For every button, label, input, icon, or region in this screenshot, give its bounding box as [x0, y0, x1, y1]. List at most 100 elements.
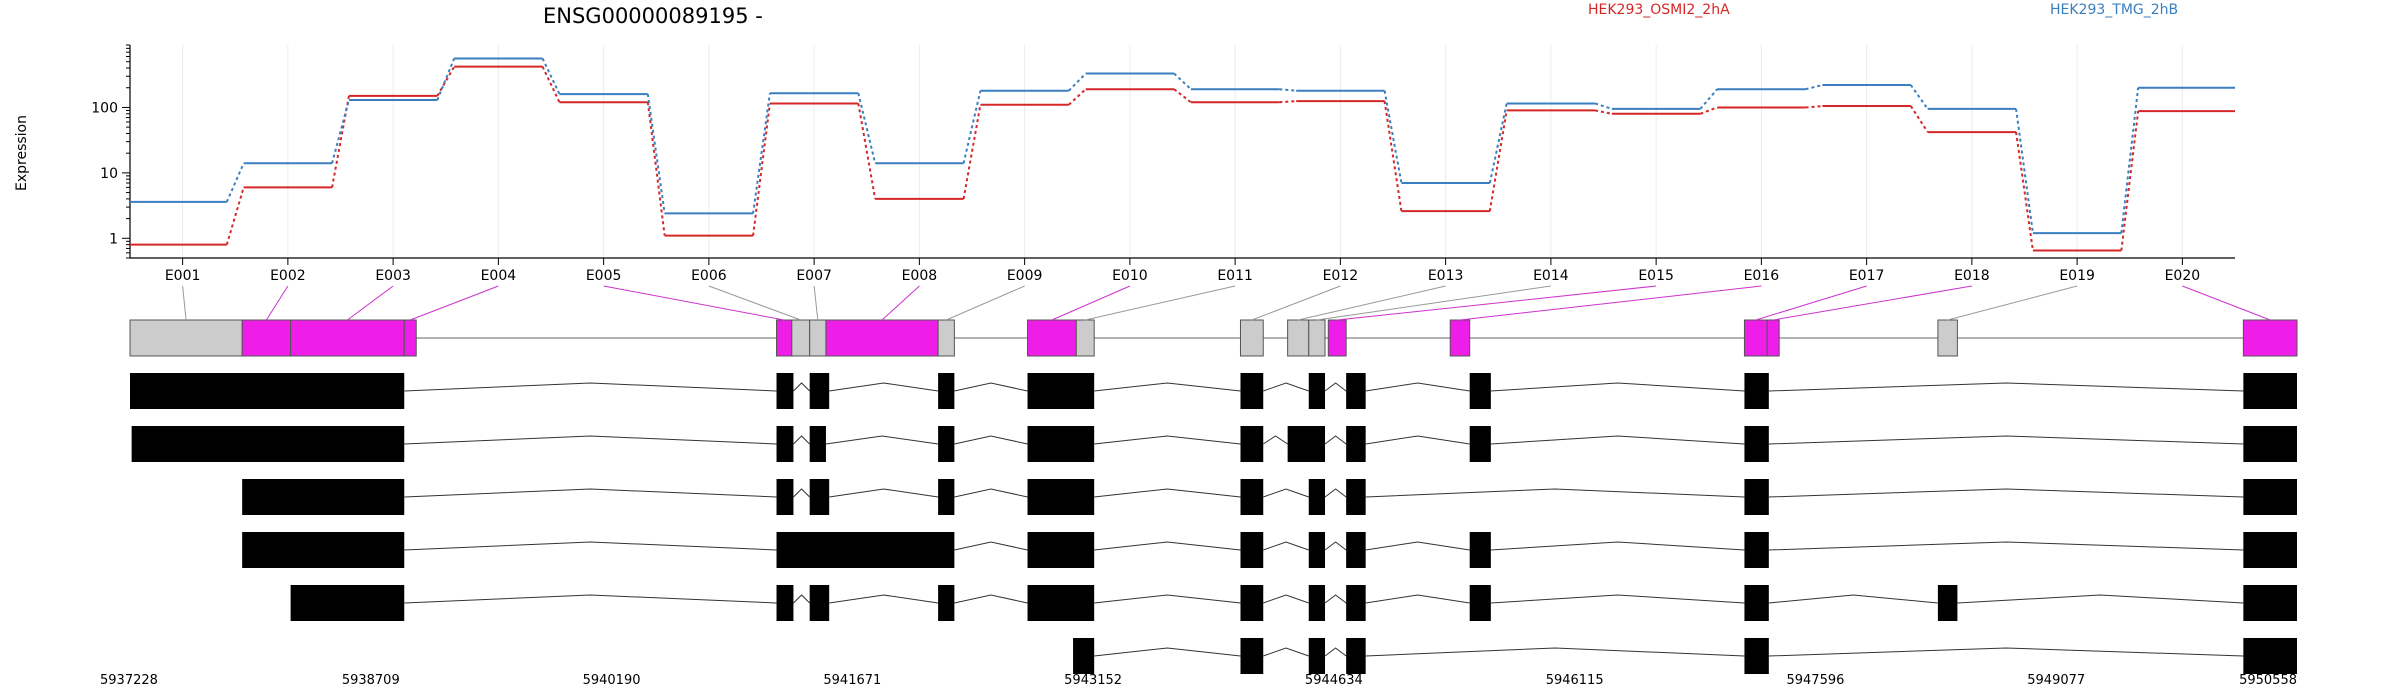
- exon-box: [1743, 319, 1768, 357]
- exon-connector: [813, 285, 819, 321]
- transcript-exon: [1744, 426, 1769, 462]
- intron-link: [404, 541, 777, 551]
- intron-link: [1490, 435, 1745, 445]
- intron-link: [1263, 594, 1309, 604]
- transcript-exon: [2243, 373, 2297, 409]
- transcript-exon: [1469, 373, 1491, 409]
- transcript-exon: [809, 479, 830, 515]
- exon-box: [1766, 319, 1780, 357]
- intron-link: [404, 594, 777, 604]
- exon-connector: [1773, 285, 1972, 321]
- transcript-exon: [1346, 373, 1366, 409]
- transcript-exon: [2243, 532, 2297, 568]
- series-connector: [646, 102, 666, 236]
- transcript-exon: [1027, 479, 1095, 515]
- intron-link: [1365, 382, 1470, 392]
- intron-link: [1094, 488, 1241, 498]
- transcript-exon: [938, 585, 955, 621]
- intron-link: [1490, 594, 1745, 604]
- transcript-1: [130, 373, 2297, 409]
- x-tick-label: E005: [586, 268, 622, 284]
- series-connector: [857, 103, 877, 200]
- intron-link: [1768, 488, 2244, 498]
- series-connector: [752, 93, 771, 214]
- transcript-exon: [938, 479, 955, 515]
- series-connector: [1805, 105, 1823, 109]
- intron-link: [793, 435, 811, 445]
- intron-link: [954, 488, 1028, 498]
- x-tick-label: E010: [1112, 268, 1148, 284]
- transcript-exon: [1937, 585, 1958, 621]
- exon-connector: [347, 285, 394, 321]
- genomic-coordinate-label: 5946115: [1546, 673, 1604, 688]
- genomic-coordinate-label: 5943152: [1064, 673, 1122, 688]
- transcript-exon: [776, 426, 794, 462]
- series-connector: [436, 58, 456, 101]
- series-connector: [331, 99, 350, 164]
- x-tick-label: E007: [796, 268, 832, 284]
- genomic-coordinate-label: 5938709: [342, 673, 400, 688]
- x-tick-label: E014: [1533, 268, 1569, 284]
- transcript-exon: [1308, 532, 1326, 568]
- intron-link: [1094, 647, 1241, 657]
- exon-connector: [708, 285, 801, 321]
- x-tick-label: E012: [1323, 268, 1359, 284]
- intron-link: [829, 594, 939, 604]
- genomic-coordinate-label: 5947596: [1786, 673, 1844, 688]
- x-tick-label: E013: [1428, 268, 1464, 284]
- exon-connector: [1947, 285, 2078, 321]
- exon-box: [1287, 319, 1310, 357]
- intron-link: [1262, 435, 1288, 445]
- transcript-exon: [1346, 479, 1366, 515]
- series-connector: [1383, 90, 1403, 184]
- intron-link: [793, 488, 811, 498]
- intron-link: [793, 382, 811, 392]
- intron-link: [1490, 382, 1745, 392]
- series-connector: [225, 187, 245, 245]
- intron-link: [1094, 382, 1241, 392]
- intron-link: [954, 594, 1028, 604]
- transcript-exon: [938, 373, 955, 409]
- transcript-exon: [1240, 426, 1264, 462]
- y-tick-label: 10: [100, 166, 118, 182]
- transcript-exon: [1744, 638, 1769, 674]
- exon-box: [809, 319, 827, 357]
- intron-link: [404, 488, 777, 498]
- transcript-exon: [809, 373, 830, 409]
- genomic-coordinate-label: 5937228: [100, 673, 158, 688]
- series-connector: [2120, 110, 2140, 251]
- series-connector: [1805, 84, 1823, 91]
- exon-connector: [1051, 285, 1131, 321]
- transcript-6: [1073, 638, 2297, 674]
- series-connector: [1383, 100, 1403, 212]
- transcript-exon: [1469, 532, 1491, 568]
- intron-link: [1365, 435, 1470, 445]
- intron-link: [1365, 647, 1745, 657]
- series-connector: [962, 90, 982, 164]
- series-connector: [1910, 84, 1929, 110]
- exon-box: [403, 319, 417, 357]
- intron-link: [1768, 382, 2244, 392]
- transcript-2: [131, 426, 2297, 462]
- transcript-exon: [1240, 638, 1264, 674]
- x-tick-label: E016: [1744, 268, 1780, 284]
- series-connector: [1173, 88, 1192, 104]
- exon-connector: [946, 285, 1025, 321]
- x-tick-label: E009: [1007, 268, 1043, 284]
- intron-link: [793, 594, 811, 604]
- intron-link: [954, 382, 1028, 392]
- series-connector: [1909, 105, 1929, 133]
- transcript-exon: [1308, 373, 1326, 409]
- x-tick-label: E011: [1217, 268, 1253, 284]
- x-tick-label: E006: [691, 268, 727, 284]
- exon-box: [1027, 319, 1077, 357]
- transcript-exon: [2243, 638, 2297, 674]
- transcript-exon: [1346, 532, 1366, 568]
- exon-box: [1449, 319, 1471, 357]
- series-1: [130, 65, 2235, 252]
- intron-link: [1324, 488, 1347, 498]
- exon-box: [1239, 319, 1264, 357]
- exon-connector: [881, 285, 920, 321]
- y-tick-label: 1: [109, 231, 118, 247]
- transcript-exon: [776, 479, 794, 515]
